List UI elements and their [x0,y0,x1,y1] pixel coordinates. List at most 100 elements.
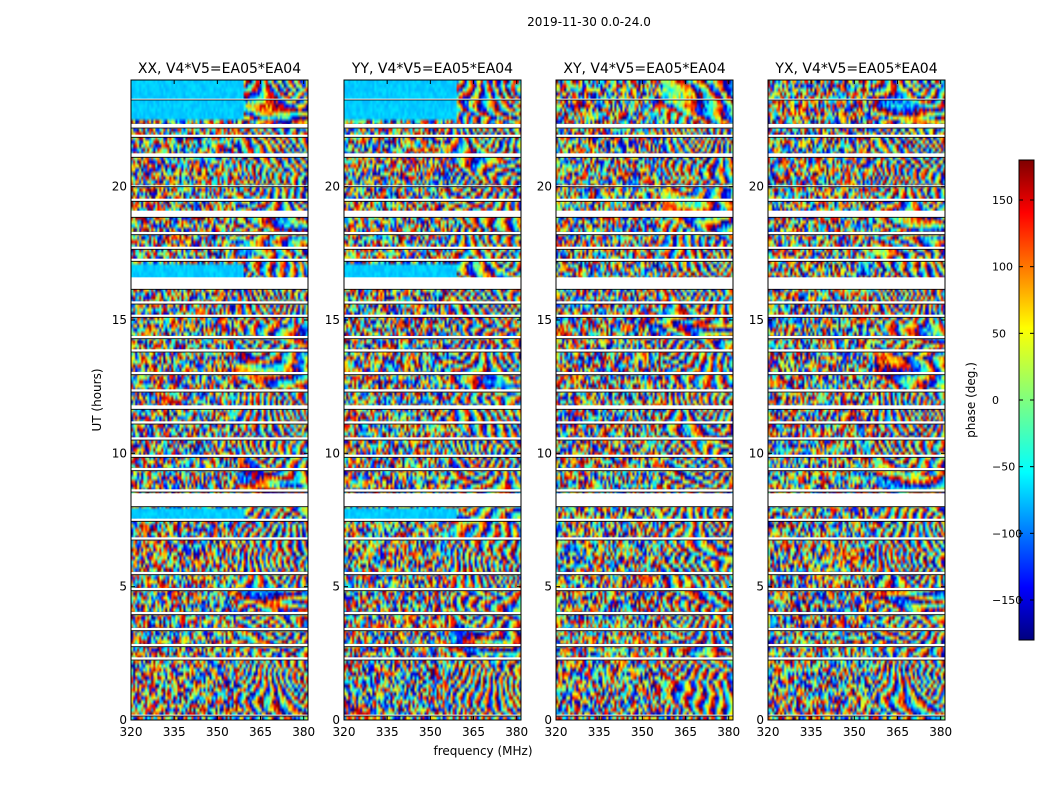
panel-title: XX, V4*V5=EA05*EA04 [138,61,301,77]
colorbar-tick-label: −50 [992,461,1015,474]
y-tick-label: 5 [332,580,340,594]
flagged-gap [768,301,945,304]
x-tick-label: 335 [588,725,611,739]
y-tick-label: 5 [544,580,552,594]
x-tick-label: 320 [757,725,780,739]
x-tick-label: 320 [333,725,356,739]
flagged-gap [556,454,733,458]
y-tick-label: 10 [325,446,340,460]
flagged-gap [131,657,308,660]
panel-frame [130,79,309,721]
y-tick-label: 10 [749,446,764,460]
flagged-gap [556,628,733,631]
flagged-gap [768,372,945,375]
flagged-gap [344,277,521,290]
flagged-gap [131,185,308,187]
y-tick-label: 20 [112,180,127,194]
flagged-gap [556,518,733,522]
flagged-gap [768,493,945,507]
flagged-gap [344,98,521,100]
flagged-gap [556,258,733,262]
flagged-gap [131,124,308,128]
flagged-gap [131,537,308,540]
x-tick-label: 365 [249,725,272,739]
flagged-gap [344,232,521,235]
flagged-gap [344,134,521,138]
flagged-gap [556,349,733,352]
flagged-gap [131,714,308,716]
panels: XX, V4*V5=EA05*EA04 320 335 350 365 380 0 5 10 15… [112,61,952,739]
flagged-gap [131,301,308,304]
flagged-gap [131,98,308,100]
flagged-gap [131,612,308,615]
colorbar-tick-label: −100 [992,527,1022,540]
flagged-gap [344,349,521,352]
flagged-gap [768,518,945,522]
flagged-gap [768,454,945,458]
flagged-gap [556,588,733,591]
flagged-gap [131,258,308,262]
flagged-gap [131,198,308,202]
flagged-gap [344,246,521,250]
flagged-gap [556,314,733,318]
flagged-gap [344,185,521,187]
y-tick-label: 0 [332,713,340,727]
flagged-gap [768,232,945,235]
y-tick-label: 20 [325,180,340,194]
flagged-gap [556,232,733,235]
flagged-gap [768,336,945,339]
phase-image [768,80,945,720]
flagged-gap [768,405,945,410]
flagged-gap [344,405,521,410]
flagged-gap [768,421,945,424]
flagged-gap [556,644,733,647]
flagged-gap [344,657,521,660]
flagged-gap [768,153,945,158]
flagged-gap [131,349,308,352]
flagged-gap [344,612,521,615]
flagged-gap [768,134,945,138]
y-tick-label: 0 [544,713,552,727]
flagged-gap [556,437,733,440]
x-tick-label: 380 [505,725,528,739]
x-tick-label: 350 [843,725,866,739]
flagged-gap [768,389,945,392]
flagged-gap [131,588,308,591]
flagged-gap [131,153,308,158]
flagged-gap [556,657,733,660]
flagged-gap [768,124,945,128]
flagged-gap [344,518,521,522]
flagged-gap [556,336,733,339]
colorbar-tick-label: 150 [992,194,1013,207]
flagged-gap [556,489,733,492]
x-tick-label: 335 [800,725,823,739]
x-tick-label: 380 [717,725,740,739]
flagged-gap [131,518,308,522]
flagged-gap [768,537,945,540]
colorbar-tick-label: 100 [992,261,1013,274]
flagged-gap [344,336,521,339]
colorbar-label: phase (deg.) [964,362,978,438]
x-tick-label: 350 [631,725,654,739]
flagged-gap [556,277,733,290]
y-tick-label: 0 [119,713,127,727]
flagged-gap [344,537,521,540]
flagged-gap [556,124,733,128]
flagged-gap [131,134,308,138]
flagged-gap [556,246,733,250]
flagged-gap [131,628,308,631]
flagged-gap [556,301,733,304]
flagged-gap [556,372,733,375]
flagged-gap [131,468,308,471]
colorbar: 150 100 50 0 −50 −100 −150 phase (deg.) [964,159,1035,641]
x-tick-label: 365 [886,725,909,739]
y-tick-label: 0 [756,713,764,727]
x-tick-label: 365 [462,725,485,739]
flagged-gap [131,277,308,290]
flagged-gap [131,405,308,410]
y-axis-label: UT (hours) [90,368,104,431]
flagged-gap [556,493,733,507]
flagged-gap [768,349,945,352]
flagged-gap [556,198,733,202]
